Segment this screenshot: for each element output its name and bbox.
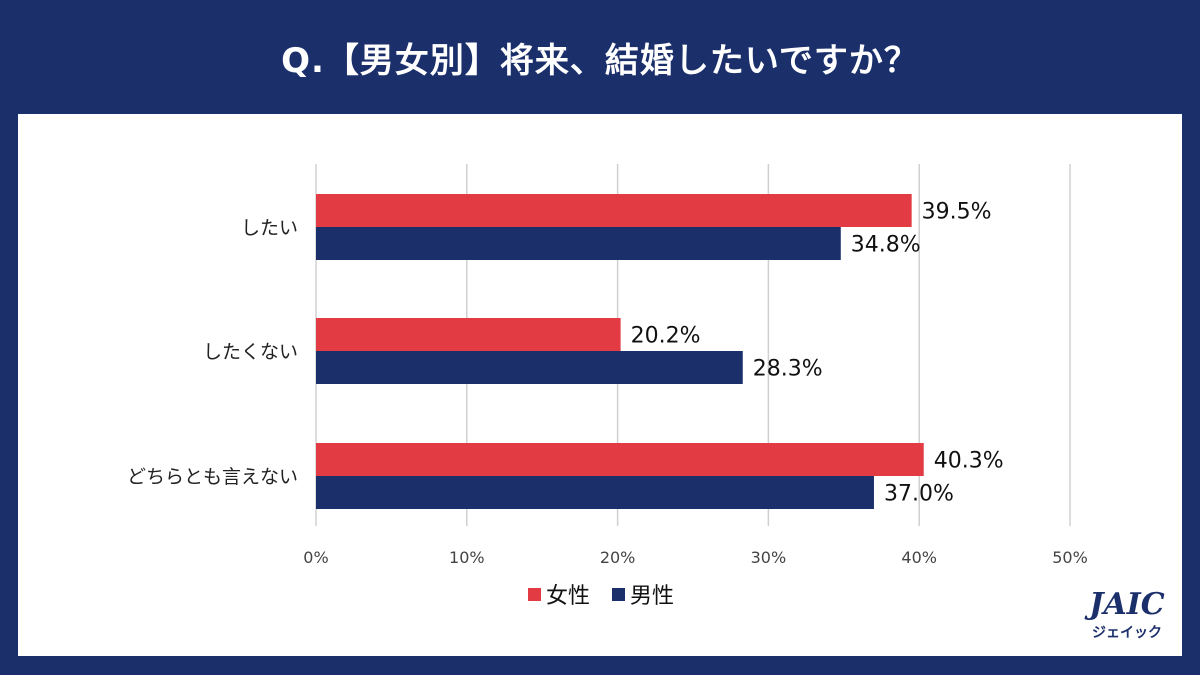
x-tick-label: 50% (1052, 548, 1088, 567)
x-tick-label: 40% (901, 548, 937, 567)
data-label: 34.8% (851, 233, 921, 258)
bar-female (316, 194, 912, 227)
legend-female-swatch (528, 588, 541, 601)
legend: 女性 男性 (528, 584, 674, 609)
logo-main-text: JAIC (1084, 587, 1165, 622)
category-label: したい (241, 217, 298, 239)
category-label: したくない (203, 341, 298, 363)
bar-layer (316, 194, 924, 509)
bar-male (316, 476, 874, 509)
x-tick-label: 20% (600, 548, 636, 567)
bar-female (316, 443, 924, 476)
legend-male-swatch (612, 588, 625, 601)
data-label: 40.3% (934, 449, 1004, 474)
x-tick-label: 0% (303, 548, 328, 567)
page-title: Q.【男女別】将来、結婚したいですか？ (281, 40, 919, 81)
data-label: 20.2% (631, 324, 701, 349)
bar-male (316, 227, 841, 260)
bar-female (316, 318, 621, 351)
data-label: 39.5% (922, 200, 992, 225)
chart-panel: 0% 10% 20% 30% 40% 50% したいしたくないどちらとも言えない 39.5% 2… (18, 114, 1182, 656)
bar-male (316, 351, 743, 384)
legend-male-label: 男性 (630, 584, 674, 609)
legend-female-label: 女性 (546, 584, 590, 609)
logo-sub-text: ジェイック (1092, 625, 1162, 641)
x-tick-label: 30% (751, 548, 787, 567)
category-label: どちらとも言えない (127, 466, 298, 488)
data-label: 37.0% (884, 482, 954, 507)
jaic-logo: JAIC ジェイック (1084, 587, 1165, 641)
x-tick-label: 10% (449, 548, 485, 567)
data-label: 28.3% (753, 357, 823, 382)
